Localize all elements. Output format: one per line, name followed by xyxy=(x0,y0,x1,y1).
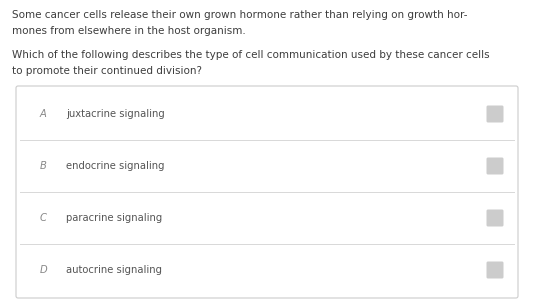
FancyBboxPatch shape xyxy=(486,261,504,278)
Text: A: A xyxy=(40,109,47,119)
FancyBboxPatch shape xyxy=(486,106,504,123)
Text: autocrine signaling: autocrine signaling xyxy=(66,265,162,275)
Text: endocrine signaling: endocrine signaling xyxy=(66,161,164,171)
Text: Which of the following describes the type of cell communication used by these ca: Which of the following describes the typ… xyxy=(12,50,490,60)
Text: Some cancer cells release their own grown hormone rather than relying on growth : Some cancer cells release their own grow… xyxy=(12,10,467,20)
Text: paracrine signaling: paracrine signaling xyxy=(66,213,162,223)
Text: to promote their continued division?: to promote their continued division? xyxy=(12,66,202,76)
FancyBboxPatch shape xyxy=(16,86,518,298)
Text: B: B xyxy=(40,161,47,171)
FancyBboxPatch shape xyxy=(486,209,504,226)
Text: C: C xyxy=(40,213,47,223)
FancyBboxPatch shape xyxy=(486,157,504,175)
Text: D: D xyxy=(40,265,48,275)
Text: mones from elsewhere in the host organism.: mones from elsewhere in the host organis… xyxy=(12,26,246,36)
Text: juxtacrine signaling: juxtacrine signaling xyxy=(66,109,165,119)
